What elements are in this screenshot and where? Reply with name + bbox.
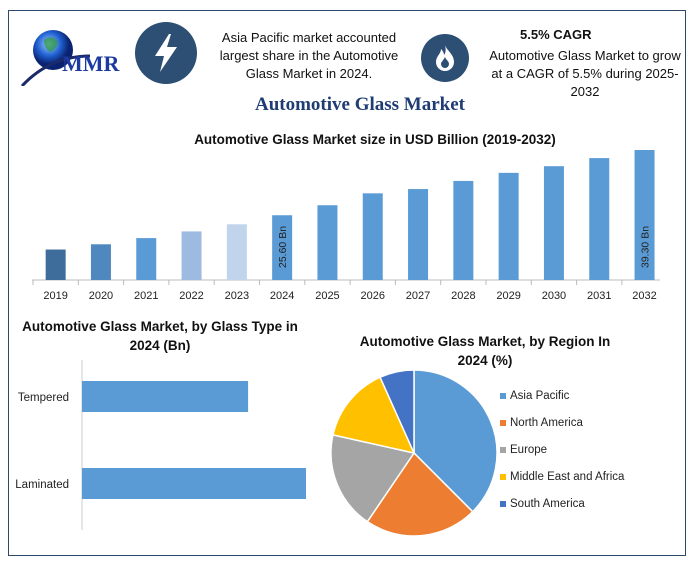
bar-2026: [362, 193, 383, 280]
legend-item: Asia Pacific: [500, 390, 569, 402]
x-tick-label-2030: 2030: [542, 290, 566, 302]
cagr-title: 5.5% CAGR: [520, 27, 592, 42]
legend-swatch: [500, 447, 506, 453]
x-tick-label-2025: 2025: [315, 290, 339, 302]
x-tick-label-2023: 2023: [225, 290, 249, 302]
mmr-logo: MMR: [20, 26, 130, 88]
glass-type-chart-title: Automotive Glass Market, by Glass Type i…: [22, 319, 298, 353]
legend-item: South America: [500, 498, 585, 510]
x-tick-label-2032: 2032: [632, 290, 656, 302]
bar-2029: [498, 172, 519, 280]
legend-label: South America: [510, 498, 585, 510]
glass-type-bar-chart: Tempered Laminated: [15, 360, 306, 530]
legend-label: Middle East and Africa: [510, 471, 625, 483]
bar-laminated: [82, 468, 306, 499]
x-tick-label-2031: 2031: [587, 290, 611, 302]
highlight-asia-pacific: Asia Pacific market accounted largest sh…: [219, 30, 399, 81]
market-size-bar-chart: 2019 2020 2021 2022 2023 2024 25.60 Bn 2025 2026…: [32, 150, 660, 302]
x-tick-label-2024: 2024: [270, 290, 294, 302]
bar-2031: [589, 158, 610, 280]
bar-2022: [181, 231, 202, 280]
bar-2027: [408, 189, 429, 280]
legend-label: Asia Pacific: [510, 390, 570, 402]
legend-item: North America: [500, 417, 583, 429]
category-label-laminated: Laminated: [15, 479, 69, 491]
x-tick-label-2029: 2029: [496, 290, 520, 302]
legend-swatch: [500, 474, 506, 480]
bar-2020: [90, 244, 111, 280]
bar-2030: [543, 166, 564, 280]
x-tick-label-2026: 2026: [361, 290, 385, 302]
highlight-cagr: Automotive Glass Market to grow at a CAG…: [489, 48, 681, 99]
bar-2019: [45, 249, 66, 280]
bar-2028: [453, 180, 474, 280]
pie-slice-south-america: [379, 369, 415, 454]
flame-icon: [421, 34, 469, 82]
pie-slice-asia-pacific: [413, 369, 498, 513]
legend-label: Europe: [510, 444, 548, 456]
legend-swatch: [500, 420, 506, 426]
pie-slice-north-america: [366, 451, 474, 537]
bar-tempered: [82, 381, 249, 412]
globe-icon: [20, 30, 91, 88]
bar-2021: [136, 238, 157, 280]
bar-2024: [272, 215, 293, 280]
pie-slice-europe: [330, 433, 416, 523]
logo-text: MMR: [62, 51, 120, 76]
market-size-chart-title: Automotive Glass Market size in USD Bill…: [194, 132, 556, 147]
lightning-icon: [135, 22, 197, 84]
legend-item: Europe: [500, 444, 547, 456]
bar-2032: [634, 150, 655, 280]
main-title: Automotive Glass Market: [254, 94, 466, 115]
legend-label: North America: [510, 417, 583, 429]
bar-2025: [317, 205, 338, 280]
legend-item: Middle East and Africa: [500, 471, 624, 483]
bar-2023: [226, 224, 247, 280]
region-chart-title: Automotive Glass Market, by Region In 20…: [359, 334, 611, 368]
infographic-frame: [8, 10, 686, 556]
x-tick-label-2019: 2019: [43, 290, 67, 302]
legend-swatch: [500, 501, 506, 507]
x-tick-label-2020: 2020: [89, 290, 113, 302]
legend-swatch: [500, 393, 506, 399]
pie-slice-middle-east-and-africa: [332, 376, 416, 455]
region-pie-chart: [330, 369, 498, 537]
x-tick-label-2027: 2027: [406, 290, 430, 302]
x-tick-label-2021: 2021: [134, 290, 158, 302]
data-label-2024: 25.60 Bn: [277, 226, 289, 268]
data-label-2032: 39.30 Bn: [640, 226, 652, 268]
x-tick-label-2022: 2022: [179, 290, 203, 302]
x-tick-label-2028: 2028: [451, 290, 475, 302]
category-label-tempered: Tempered: [18, 392, 69, 404]
